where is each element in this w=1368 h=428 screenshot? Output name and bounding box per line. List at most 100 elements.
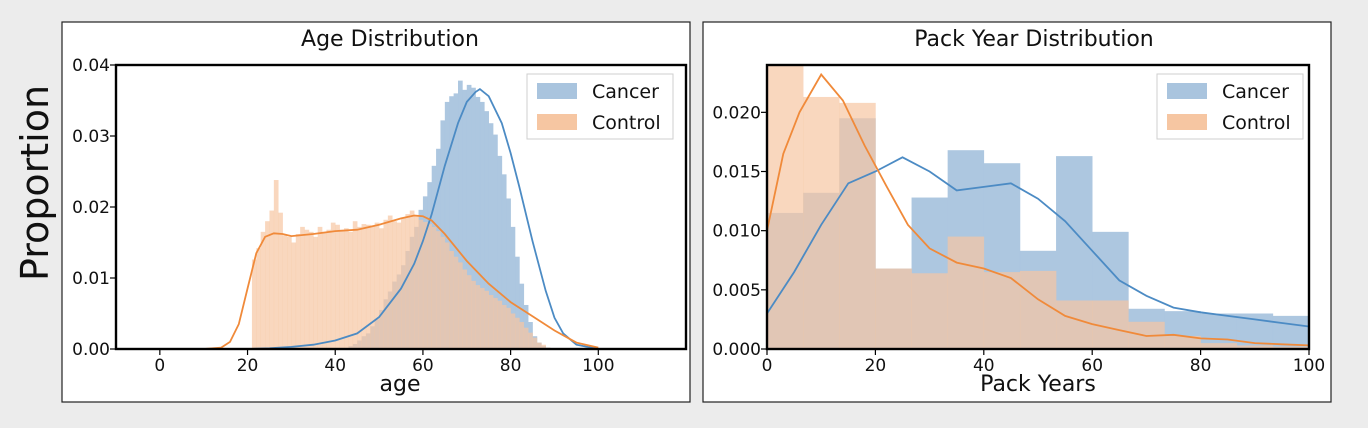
x-tick-label: 0 [154,356,165,376]
control-bar [313,236,318,349]
control-bar [379,228,384,349]
control-bar [308,231,314,349]
control-bar [361,224,367,349]
control-bar [357,226,362,349]
cancer-bar [484,111,489,349]
figure-ylabel: Proportion [13,85,57,281]
y-tick-label: 0.01 [72,269,110,289]
x-axis-label: age [380,372,421,397]
x-axis-label: Pack Years [980,372,1096,397]
control-bar [839,102,876,349]
control-bar [471,280,476,349]
control-bar [1019,270,1057,349]
control-bar [348,231,354,349]
y-tick-label: 0.020 [712,103,761,123]
control-bar [1164,335,1201,349]
x-tick-label: 80 [500,356,522,376]
control-histogram [251,180,555,349]
pack-year-distribution-panel: Pack Year Distribution Pack Years 0 20 40 6… [702,21,1332,403]
control-bar [431,226,437,349]
x-tick-label: 100 [1293,356,1325,376]
control-bar [295,233,301,349]
cancer-bar [462,89,468,349]
chart-title: Age Distribution [301,27,479,52]
legend-swatch-cancer [537,83,577,99]
cancer-bar [471,87,476,349]
control-bar [352,221,358,349]
control-bar [339,229,345,349]
control-bar [344,228,349,349]
control-bar [436,231,441,349]
control-bar [466,275,472,349]
control-bar [287,236,292,349]
control-bar [414,215,419,349]
control-bar [947,236,985,349]
cancer-bar [501,174,507,349]
y-tick-label: 0.00 [72,340,110,360]
x-tick-label: 100 [582,356,614,376]
control-bar [983,272,1021,349]
control-bar [405,214,411,349]
control-bar [523,327,529,349]
y-tick-label: 0.000 [712,340,761,360]
chart-title: Pack Year Distribution [914,27,1154,52]
cancer-bar [440,120,446,349]
control-bar [510,313,516,349]
control-bar [396,222,402,349]
x-tick-label: 80 [1190,356,1212,376]
y-tick-label: 0.015 [712,163,761,183]
control-bar [449,251,454,349]
cancer-kde-line [225,87,599,349]
cancer-bar [515,256,520,349]
cancer-bar [466,84,472,349]
control-bar [269,210,275,349]
y-tick-label: 0.04 [72,56,110,76]
control-bar [387,215,393,349]
control-bar [515,317,520,349]
legend-swatch-control [1167,114,1207,130]
control-bar [330,222,336,349]
control-bar [1236,345,1274,349]
legend-label-cancer: Cancer [1222,81,1289,103]
cancer-bar [523,304,529,349]
cancer-bar [479,101,485,349]
control-bar [440,236,446,349]
legend: Cancer Control [526,73,674,140]
x-tick-label: 0 [762,356,773,376]
control-bar [374,222,380,349]
control-bar [365,224,371,349]
control-bar [536,342,542,349]
legend-swatch-cancer [1167,83,1207,99]
control-bar [322,231,327,349]
control-bar [392,221,397,349]
axes-frame [765,63,1311,351]
cancer-bar [475,96,481,349]
x-tick-label: 40 [973,356,995,376]
control-bar [1200,343,1238,349]
control-kde-line [203,214,599,349]
control-bar [335,224,340,349]
control-bar [528,332,533,349]
control-bar [458,262,463,349]
plot-area: 0 20 40 60 80 100 0.00 0.01 0.02 0.03 0.04 [72,56,688,376]
control-bar [541,344,546,349]
control-bar [300,226,305,349]
legend-label-control: Control [592,112,661,134]
control-bar [497,300,503,349]
x-tick-label: 20 [865,356,887,376]
cancer-bar [488,123,494,349]
control-bar [444,242,450,349]
control-bar [532,337,538,349]
control-bar [251,259,257,349]
control-histogram [767,65,1309,349]
legend-label-control: Control [1222,112,1291,134]
control-bar [422,221,428,349]
cancer-bar [449,96,454,349]
control-bar [370,225,375,349]
age-distribution-panel: Age Distribution age 0 20 40 60 80 100 0.00 0.0… [61,21,691,403]
control-bar [418,219,424,349]
control-bar [273,180,279,349]
cancer-bar [506,198,511,349]
control-kde-line [767,72,1309,347]
